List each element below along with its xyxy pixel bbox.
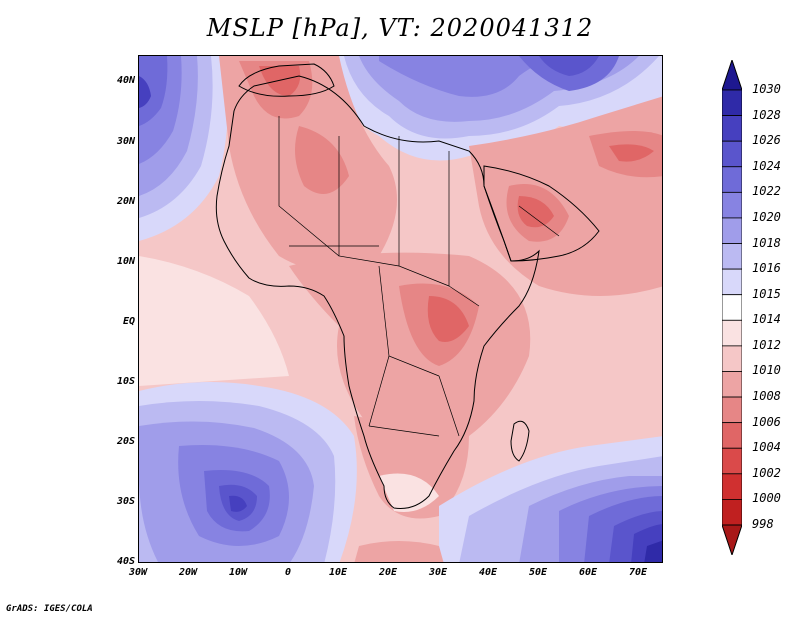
colorbar-label: 1010 (752, 363, 781, 378)
colorbar (722, 60, 742, 555)
colorbar-label: 998 (752, 517, 774, 531)
lat-label: 30N (116, 136, 135, 147)
pressure-field (139, 56, 662, 562)
lon-label: 10W (228, 567, 248, 578)
colorbar-label: 1012 (752, 337, 781, 352)
colorbar-cell (722, 217, 742, 244)
colorbar-cell (722, 499, 742, 526)
colorbar-label: 1004 (752, 440, 781, 455)
lon-label: 20W (178, 567, 198, 578)
colorbar-label: 1014 (752, 312, 781, 327)
colorbar-cell (722, 473, 742, 500)
lon-label: 30E (428, 567, 448, 578)
colorbar-cell (722, 319, 742, 347)
colorbar-label: 1018 (752, 235, 781, 250)
pressure-map[interactable] (138, 55, 663, 563)
cape-low (354, 541, 444, 562)
colorbar-cell (722, 140, 742, 168)
lat-label: 20N (116, 196, 135, 207)
colorbar-arrow-bottom (722, 524, 742, 555)
lat-label: 40S (116, 556, 135, 567)
colorbar-cell (722, 191, 742, 219)
country-borders (278, 116, 560, 437)
lon-label: 10E (328, 567, 348, 578)
colorbar-label: 1006 (752, 414, 781, 429)
lat-label: 30S (116, 496, 135, 507)
colorbar-label: 1020 (752, 209, 781, 224)
arabia-low (469, 96, 662, 296)
southern-africa (354, 416, 469, 519)
colorbar-label: 1000 (752, 491, 781, 506)
colorbar-cell (722, 447, 742, 475)
colorbar-cell (722, 89, 742, 116)
colorbar-cell (722, 345, 742, 372)
credit-text: GrADS: IGES/COLA (6, 604, 93, 614)
colorbar-label: 1028 (752, 107, 781, 122)
south-indian-high (439, 436, 662, 562)
lat-label: 40N (116, 75, 135, 86)
europe-high (329, 56, 662, 161)
lat-label: 10S (116, 376, 135, 387)
madagascar-outline (510, 420, 530, 462)
colorbar-label: 1022 (752, 184, 781, 199)
lat-label: 10N (116, 256, 135, 267)
lon-label: 20E (378, 567, 398, 578)
colorbar-label: 1015 (752, 286, 781, 301)
colorbar-label: 1016 (752, 261, 781, 276)
colorbar-label: 1026 (752, 133, 781, 148)
colorbar-cell (722, 422, 742, 449)
lon-label: 40E (478, 567, 498, 578)
arabia-coastline (483, 165, 600, 262)
south-atlantic-high (139, 382, 357, 562)
colorbar-cell (722, 268, 742, 296)
lon-label: 60E (578, 567, 598, 578)
lat-label: EQ (122, 316, 135, 327)
colorbar-label: 1008 (752, 389, 781, 404)
lat-label: 20S (116, 436, 135, 447)
colorbar-label: 1002 (752, 465, 781, 480)
colorbar-cell (722, 115, 742, 142)
colorbar-cell (722, 243, 742, 270)
tropical-atlantic (139, 256, 289, 386)
iberia-coastline (238, 63, 335, 97)
colorbar-cell (722, 166, 742, 193)
map-title: MSLP [hPa], VT: 2020041312 (206, 14, 594, 42)
nw-atlantic-high (139, 56, 228, 241)
africa-coastline (215, 75, 540, 509)
colorbar-arrow-top (722, 60, 742, 91)
lon-label: 50E (528, 567, 548, 578)
equatorial-africa-low (289, 252, 531, 444)
lon-label: 30W (128, 567, 148, 578)
colorbar-label: 1030 (752, 82, 781, 96)
colorbar-cell (722, 294, 742, 321)
colorbar-cell (722, 396, 742, 424)
lon-label: 70E (628, 567, 648, 578)
colorbar-label: 1024 (752, 158, 781, 173)
colorbar-cell (722, 371, 742, 398)
lon-label: 0 (284, 567, 292, 578)
